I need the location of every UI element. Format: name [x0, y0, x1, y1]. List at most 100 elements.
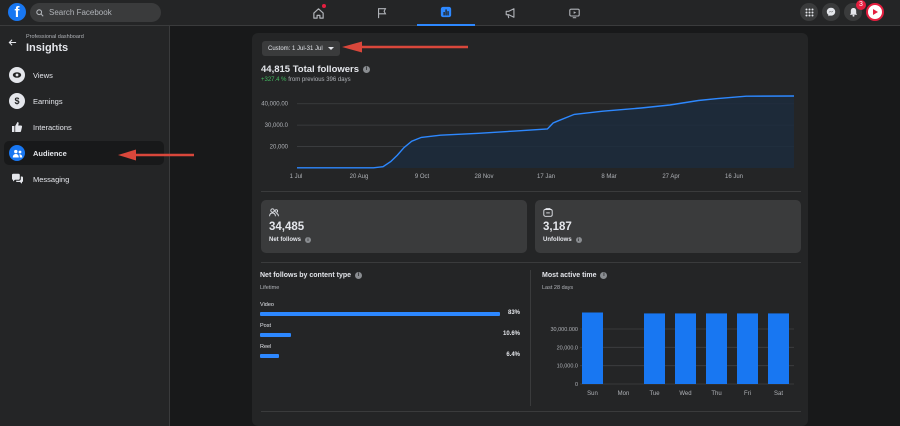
content-type-percent: 10.6% — [502, 331, 520, 337]
unfollows-value: 3,187 — [543, 221, 572, 233]
tab-pages[interactable] — [353, 0, 411, 26]
unfollows-label-row: Unfollows i — [543, 237, 582, 243]
active-time-bar[interactable] — [675, 313, 696, 384]
back-arrow-icon[interactable] — [8, 38, 17, 47]
content-type-label: Post — [260, 323, 272, 329]
followers-line — [297, 95, 795, 169]
net-follows-label-row: Net follows i — [269, 237, 312, 243]
sidebar-item-earnings[interactable]: $ Earnings — [4, 89, 164, 113]
active-time-bar[interactable] — [706, 313, 727, 384]
x-tick-label: Sun — [587, 391, 598, 397]
tab-home[interactable] — [289, 0, 347, 26]
x-tick-label: 8 Mar — [601, 174, 616, 180]
messenger-icon — [826, 7, 836, 17]
date-range-label: Custom: 1 Jul-31 Jul — [268, 45, 323, 52]
y-tick-label: 20,000.0 — [557, 345, 578, 351]
x-tick-label: 27 Apr — [662, 174, 679, 180]
sidebar-item-messaging[interactable]: Messaging — [4, 167, 164, 191]
tab-ads[interactable] — [481, 0, 539, 26]
thumbs-up-icon — [9, 119, 25, 135]
unfollow-icon — [543, 208, 553, 217]
divider — [261, 411, 801, 412]
search-box[interactable] — [30, 3, 161, 22]
content-type-label: Video — [260, 302, 274, 308]
eye-icon — [9, 67, 25, 83]
dollar-icon: $ — [9, 93, 25, 109]
info-icon[interactable]: i — [600, 272, 608, 279]
followers-change: +327.4 % from previous 396 days — [261, 77, 351, 83]
sidebar-item-label: Audience — [33, 148, 67, 158]
info-icon[interactable]: i — [355, 272, 363, 279]
content-type-label: Reel — [260, 344, 272, 350]
menu-button[interactable] — [800, 3, 818, 21]
change-text: from previous 396 days — [288, 77, 351, 83]
net-follows-card: 34,485 Net follows i — [261, 200, 527, 253]
y-tick-label: 30,000.0 — [265, 123, 289, 129]
followers-area — [297, 96, 794, 168]
people-icon — [9, 145, 25, 161]
person-add-icon — [269, 208, 279, 217]
insights-icon — [440, 6, 452, 18]
annotation-arrow — [118, 149, 194, 161]
chevron-down-icon — [327, 47, 334, 50]
content-type-title-row: Net follows by content type i — [260, 272, 363, 279]
tab-insights[interactable] — [417, 0, 475, 26]
content-type-bar — [260, 312, 500, 316]
divider — [261, 191, 801, 192]
profile-avatar-button[interactable] — [866, 3, 884, 21]
sidebar-item-audience[interactable]: Audience — [4, 141, 164, 165]
notifications-button[interactable]: 3 — [844, 0, 866, 21]
notification-count-badge: 3 — [856, 0, 866, 10]
sidebar-item-views[interactable]: Views — [4, 63, 164, 87]
content-type-percent: 83% — [507, 310, 520, 316]
x-tick-label: Mon — [618, 391, 630, 397]
y-tick-label: 30,000.000 — [550, 327, 578, 333]
date-range-dropdown[interactable]: Custom: 1 Jul-31 Jul — [262, 41, 340, 56]
active-time-bar[interactable] — [582, 312, 603, 385]
active-time-title-row: Most active time i — [542, 272, 608, 279]
avatar-icon — [873, 9, 878, 15]
content-type-percent: 6.4% — [506, 352, 520, 358]
video-icon — [568, 8, 580, 19]
unfollows-label: Unfollows — [543, 237, 572, 243]
top-navigation-bar: f 3 — [0, 0, 900, 26]
messenger-button[interactable] — [822, 3, 840, 21]
active-time-title: Most active time — [542, 272, 597, 279]
x-tick-label: Sat — [774, 391, 783, 397]
audience-card: Custom: 1 Jul-31 Jul 44,815 Total follow… — [252, 33, 808, 426]
info-icon[interactable]: i — [305, 237, 312, 243]
x-tick-label: 17 Jan — [537, 174, 555, 180]
x-tick-label: 28 Nov — [474, 174, 493, 180]
x-tick-label: Thu — [711, 391, 721, 397]
home-icon — [312, 7, 324, 19]
info-icon[interactable]: i — [575, 237, 582, 243]
sidebar-item-label: Earnings — [33, 96, 63, 106]
unfollows-card: 3,187 Unfollows i — [535, 200, 801, 253]
content-type-bar — [260, 354, 279, 358]
y-tick-label: 40,000.00 — [261, 102, 288, 108]
active-time-bar[interactable] — [737, 313, 758, 384]
info-icon[interactable]: i — [363, 66, 371, 73]
net-follows-value: 34,485 — [269, 221, 305, 233]
sidebar-title: Insights — [26, 42, 69, 54]
total-followers-text: 44,815 Total followers — [261, 64, 360, 75]
grid-menu-icon — [805, 8, 813, 16]
bell-icon — [849, 7, 857, 17]
search-icon — [36, 8, 44, 17]
followers-line-chart: 40,000.00 30,000.0 20,000 1 Jul 20 Aug 9 Oct 2… — [261, 95, 795, 180]
vertical-divider — [530, 270, 531, 406]
y-tick-label: 0 — [575, 382, 578, 388]
content-type-bar — [260, 333, 291, 337]
search-input[interactable] — [49, 8, 159, 17]
active-time-bar[interactable] — [644, 313, 665, 384]
tab-video[interactable] — [545, 0, 603, 26]
net-follows-label: Net follows — [269, 237, 302, 243]
active-time-subtitle: Last 28 days — [542, 285, 574, 291]
active-time-bar[interactable] — [768, 313, 789, 384]
x-tick-label: Tue — [649, 391, 660, 397]
content-type-subtitle: Lifetime — [260, 285, 280, 291]
content-type-title: Net follows by content type — [260, 272, 352, 279]
facebook-logo-icon[interactable]: f — [8, 3, 26, 21]
change-percent: +327.4 % — [261, 77, 287, 83]
sidebar-item-interactions[interactable]: Interactions — [4, 115, 164, 139]
